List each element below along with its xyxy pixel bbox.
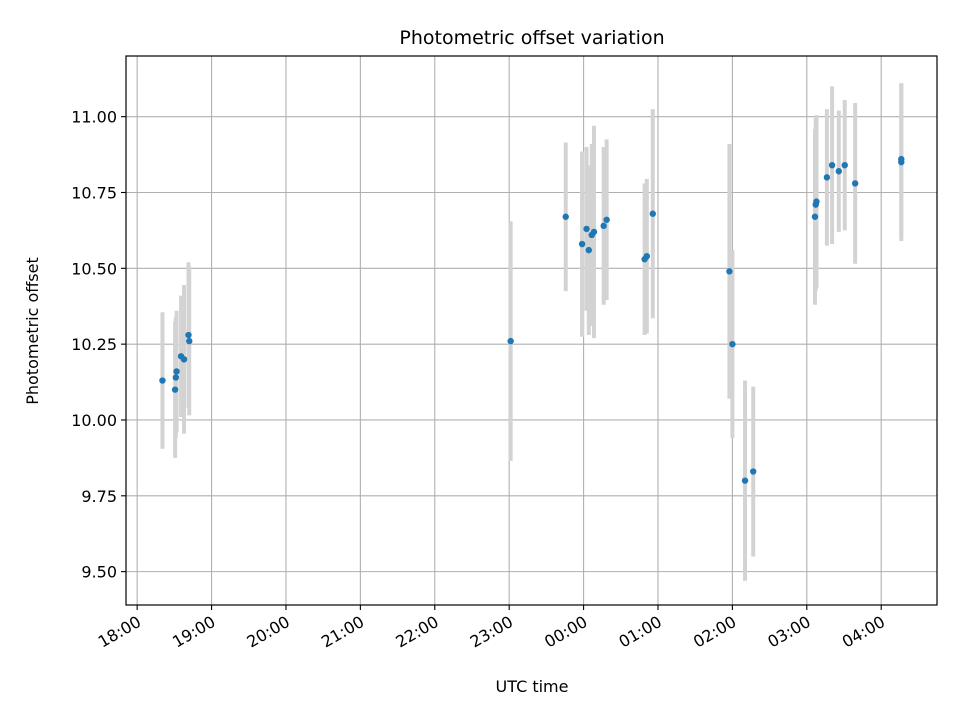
plot-frame — [125, 55, 938, 606]
data-point — [823, 174, 831, 181]
y-tick-label: 10.75 — [71, 183, 117, 202]
data-point — [828, 161, 836, 169]
data-point — [507, 337, 514, 345]
data-point — [813, 198, 820, 205]
y-axis-label: Photometric offset — [23, 257, 42, 405]
data-point — [649, 210, 656, 217]
data-point — [578, 240, 586, 248]
data-point — [643, 252, 651, 260]
y-tick-label: 10.50 — [71, 259, 117, 278]
data-point — [729, 340, 736, 348]
data-point — [562, 213, 569, 220]
data-point — [600, 222, 607, 230]
y-axis-ticks: 9.50 9.75 10.00 10.25 10.50 10.75 11.00 — [71, 108, 126, 582]
x-axis-label: UTC time — [496, 677, 569, 696]
y-tick-label: 9.75 — [81, 487, 117, 506]
chart-title: Photometric offset variation — [399, 27, 664, 49]
data-point — [172, 374, 180, 381]
data-point — [835, 168, 842, 175]
y-tick-label: 11.00 — [71, 108, 117, 127]
data-point — [171, 386, 179, 393]
data-point — [841, 161, 848, 169]
data-point — [185, 331, 192, 339]
data-point — [180, 356, 188, 363]
data-point — [898, 155, 905, 163]
grid — [126, 56, 937, 605]
data-points — [159, 155, 905, 484]
data-point — [741, 477, 749, 484]
data-point — [186, 337, 193, 345]
y-tick-label: 9.50 — [81, 563, 117, 582]
y-tick-label: 10.25 — [71, 335, 117, 354]
data-point — [750, 468, 757, 475]
data-point — [726, 268, 733, 275]
data-point — [173, 368, 180, 375]
y-tick-label: 10.00 — [71, 411, 117, 430]
data-point — [811, 213, 819, 220]
data-point — [590, 228, 598, 236]
data-point — [585, 246, 592, 254]
data-point — [851, 180, 859, 187]
data-point — [603, 216, 610, 223]
data-point — [159, 377, 166, 384]
data-point — [583, 225, 590, 233]
